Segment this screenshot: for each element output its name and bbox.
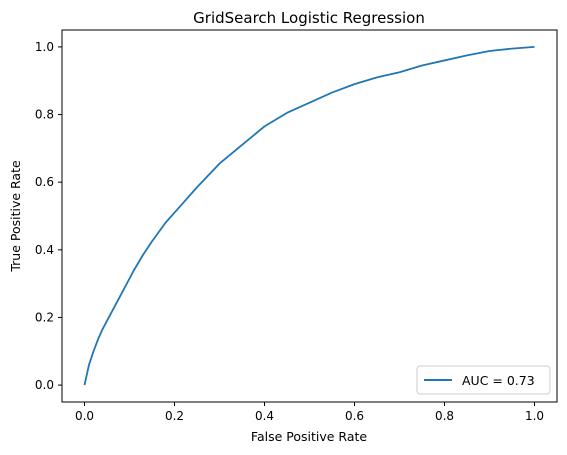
- x-tick-label: 0.0: [75, 409, 94, 423]
- legend-box: [416, 365, 551, 395]
- chart-title: GridSearch Logistic Regression: [193, 9, 425, 27]
- y-tick-label: 0.6: [35, 175, 54, 189]
- legend: AUC = 0.73: [416, 365, 551, 395]
- x-axis-ticks: 0.0 0.2 0.4 0.6 0.8 1.0: [75, 402, 544, 423]
- series-layer: [83, 46, 535, 386]
- x-tick-label: 0.8: [435, 409, 454, 423]
- x-tick-label: 0.2: [165, 409, 184, 423]
- x-tick-label: 0.6: [345, 409, 364, 423]
- legend-label: AUC = 0.73: [462, 373, 535, 388]
- x-tick-label: 1.0: [525, 409, 544, 423]
- roc-curve-line: [83, 46, 535, 386]
- plot-frame: [61, 29, 558, 403]
- plot-area: [62, 30, 557, 402]
- y-tick-label: 0.2: [35, 310, 54, 324]
- x-axis-label: False Positive Rate: [251, 429, 367, 444]
- x-tick-label: 0.4: [255, 409, 274, 423]
- y-tick-label: 1.0: [35, 40, 54, 54]
- y-tick-label: 0.8: [35, 108, 54, 122]
- y-tick-label: 0.0: [35, 378, 54, 392]
- y-axis-ticks: 0.0 0.2 0.4 0.6 0.8 1.0: [35, 40, 62, 392]
- y-axis-label: True Positive Rate: [8, 160, 23, 273]
- y-tick-label: 0.4: [35, 243, 54, 257]
